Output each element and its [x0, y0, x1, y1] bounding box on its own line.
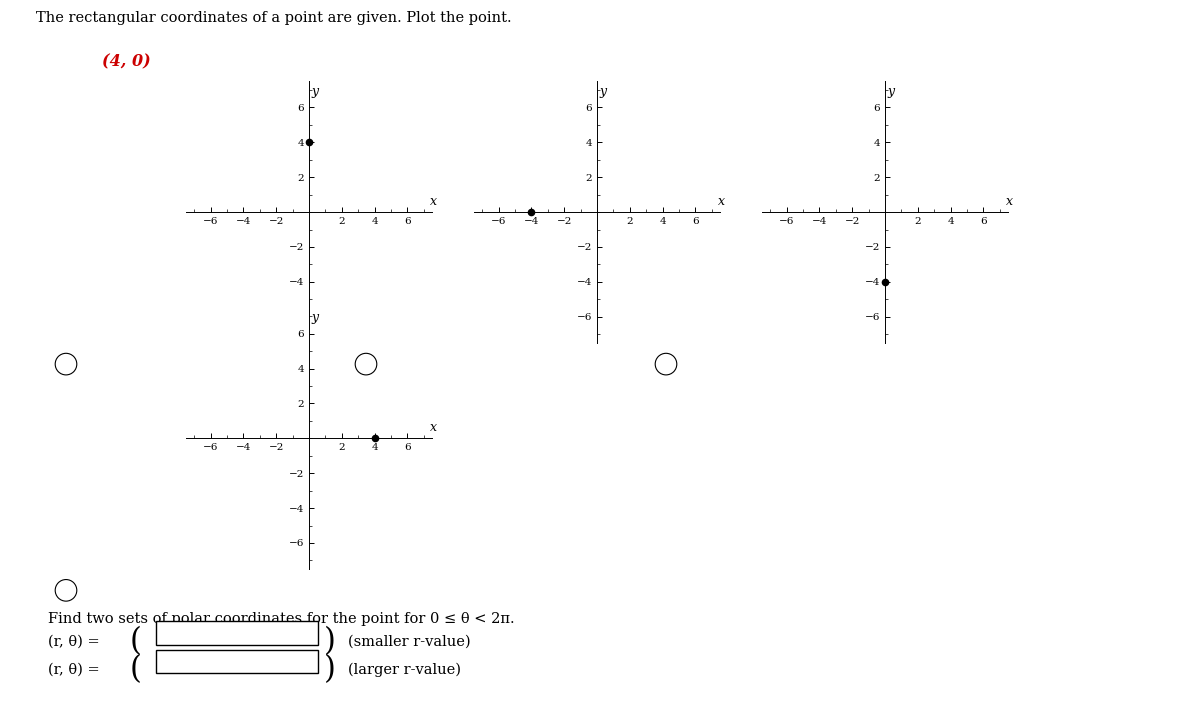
Text: (larger r-value): (larger r-value) — [348, 662, 461, 677]
Text: ): ) — [324, 654, 336, 685]
Text: (r, θ) =: (r, θ) = — [48, 662, 100, 677]
Text: x: x — [1007, 194, 1013, 208]
Text: x: x — [431, 421, 437, 434]
Text: ): ) — [324, 626, 336, 658]
Text: (4, 0): (4, 0) — [102, 53, 151, 70]
Text: The rectangular coordinates of a point are given. Plot the point.: The rectangular coordinates of a point a… — [36, 11, 511, 25]
Text: (: ( — [130, 626, 142, 658]
Text: (smaller r-value): (smaller r-value) — [348, 635, 470, 649]
Text: y: y — [888, 85, 894, 98]
Text: (r, θ) =: (r, θ) = — [48, 635, 100, 649]
Text: x: x — [719, 194, 725, 208]
Text: y: y — [312, 85, 318, 98]
Text: x: x — [431, 194, 437, 208]
Text: y: y — [312, 311, 318, 324]
Text: Find two sets of polar coordinates for the point for 0 ≤ θ < 2π.: Find two sets of polar coordinates for t… — [48, 612, 515, 626]
Text: y: y — [600, 85, 606, 98]
Text: (: ( — [130, 654, 142, 685]
